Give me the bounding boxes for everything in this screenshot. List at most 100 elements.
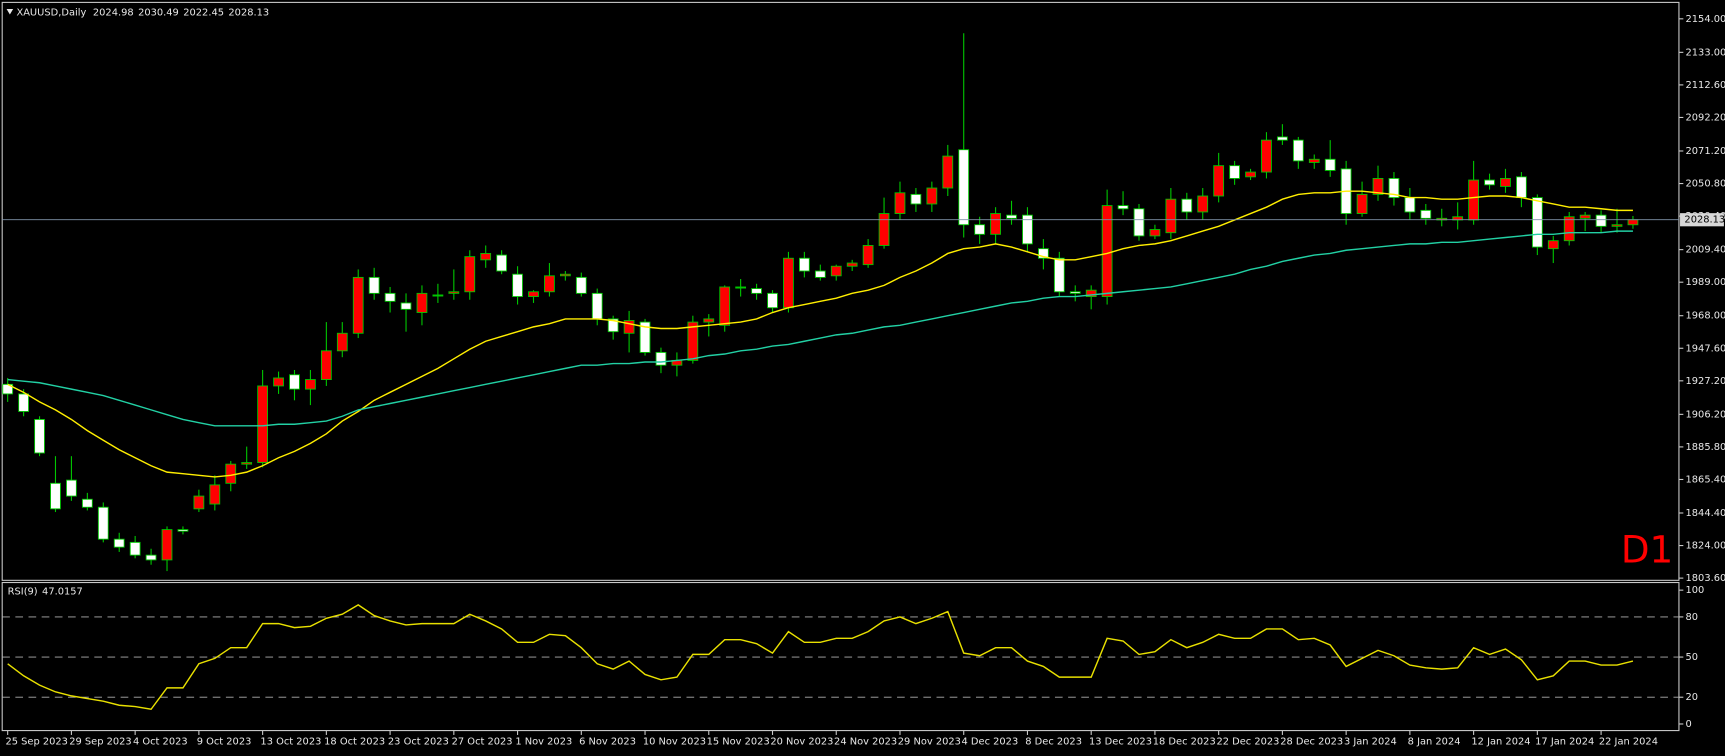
candle-body [1197, 195, 1209, 213]
candle-body [512, 273, 523, 297]
indicator-line [7, 190, 1633, 478]
candle-body [129, 541, 141, 556]
rsi-title: RSI(9) [8, 586, 38, 597]
candle-body [18, 393, 29, 412]
open-value: 2024.98 [93, 7, 134, 18]
candle-body [703, 318, 715, 323]
candle-body [161, 529, 173, 561]
candle-body [767, 292, 778, 309]
x-tick-label: 29 Sep 2023 [69, 737, 131, 748]
candle-body [1484, 179, 1495, 186]
indicator-line [7, 604, 1634, 711]
x-tick-label: 13 Dec 2023 [1089, 737, 1152, 748]
y-tick-label: 1968.00 [1686, 311, 1725, 322]
x-tick-label: 27 Oct 2023 [452, 737, 513, 748]
x-tick-label: 15 Nov 2023 [707, 737, 770, 748]
candle-body [974, 224, 986, 235]
x-tick-label: 10 Nov 2023 [643, 737, 706, 748]
x-tick-label: 29 Nov 2023 [898, 737, 961, 748]
x-tick-label: 22 Jan 2024 [1599, 737, 1658, 748]
x-tick-label: 23 Oct 2023 [388, 737, 449, 748]
x-tick-label: 4 Dec 2023 [962, 737, 1019, 748]
candle-body [1038, 248, 1049, 259]
candle-body [416, 292, 428, 313]
candle-body [50, 482, 61, 510]
candle-body [1149, 229, 1161, 237]
candle-body [81, 498, 93, 508]
y-tick-label: 1824.00 [1686, 541, 1725, 552]
y-tick-label: 100 [1686, 585, 1705, 596]
candle-body [1404, 197, 1416, 213]
candle-body [400, 302, 412, 310]
candle-body [1595, 214, 1607, 227]
candle-body [591, 292, 603, 320]
candle-body [1213, 165, 1225, 197]
candle-body [384, 292, 396, 302]
main-panel-frame [1, 1, 1680, 581]
y-tick-label: 1803.60 [1686, 573, 1725, 584]
y-tick-label: 1989.00 [1686, 277, 1725, 288]
candle-body [1500, 177, 1511, 187]
candle-body [1085, 289, 1097, 297]
candle-body [1245, 171, 1256, 178]
candle-body [368, 276, 380, 294]
candle-body [464, 256, 476, 293]
y-tick-label: 1927.20 [1686, 376, 1725, 387]
candle-body [544, 275, 555, 293]
y-tick-label: 2112.60 [1686, 80, 1725, 91]
low-value: 2022.45 [183, 7, 224, 18]
y-tick-label: 2009.40 [1686, 245, 1725, 256]
x-tick-label: 6 Nov 2023 [579, 737, 636, 748]
price-label-box [1680, 213, 1724, 227]
candle-body [862, 245, 874, 266]
candle-body [575, 276, 587, 294]
x-tick-label: 8 Dec 2023 [1025, 737, 1082, 748]
indicator-line [7, 230, 1633, 427]
candle-body [1069, 291, 1081, 294]
y-tick-label: 2133.00 [1686, 47, 1725, 58]
symbol: XAUUSD,Daily [16, 7, 86, 18]
candle-body [480, 253, 492, 261]
y-tick-label: 2154.00 [1686, 14, 1725, 25]
x-tick-label: 17 Jan 2024 [1535, 737, 1594, 748]
candle-body [305, 379, 316, 390]
candle-body [432, 294, 444, 297]
y-tick-label: 50 [1686, 652, 1699, 663]
candle-body [942, 155, 954, 189]
candle-body [687, 321, 699, 361]
candle-body [209, 484, 221, 505]
x-tick-label: 22 Dec 2023 [1216, 737, 1279, 748]
candle-body [1133, 208, 1145, 237]
candle-body [496, 254, 508, 272]
candle-body [1324, 158, 1336, 171]
candle-body [735, 286, 747, 289]
candle-body [66, 479, 77, 497]
candle-body [639, 321, 651, 353]
x-tick-label: 1 Nov 2023 [515, 737, 572, 748]
candle-body [1006, 214, 1017, 219]
candle-body [1547, 240, 1559, 250]
high-value: 2030.49 [138, 7, 179, 18]
candle-body [990, 213, 1001, 235]
candle-body [655, 351, 667, 366]
x-tick-label: 3 Jan 2024 [1344, 737, 1397, 748]
candle-body [1579, 214, 1591, 219]
candle-body [1420, 209, 1432, 219]
price-label: 2028.13 [1684, 215, 1725, 226]
candle-body [846, 262, 858, 267]
rsi-header: RSI(9) 47.0157 [8, 586, 83, 597]
y-tick-label: 2071.20 [1686, 146, 1725, 157]
candle-body [559, 273, 571, 277]
collapse-icon[interactable] [6, 8, 14, 15]
candle-body [241, 462, 253, 465]
candle-body [352, 276, 364, 334]
timeframe-label: D1 [1621, 527, 1673, 571]
candle-body [1308, 158, 1320, 163]
x-tick-label: 13 Oct 2023 [260, 737, 321, 748]
candle-body [751, 288, 762, 294]
x-tick-label: 28 Dec 2023 [1280, 737, 1343, 748]
y-tick-label: 20 [1686, 692, 1699, 703]
y-tick-label: 2050.80 [1686, 179, 1725, 190]
x-tick-label: 8 Jan 2024 [1408, 737, 1461, 748]
